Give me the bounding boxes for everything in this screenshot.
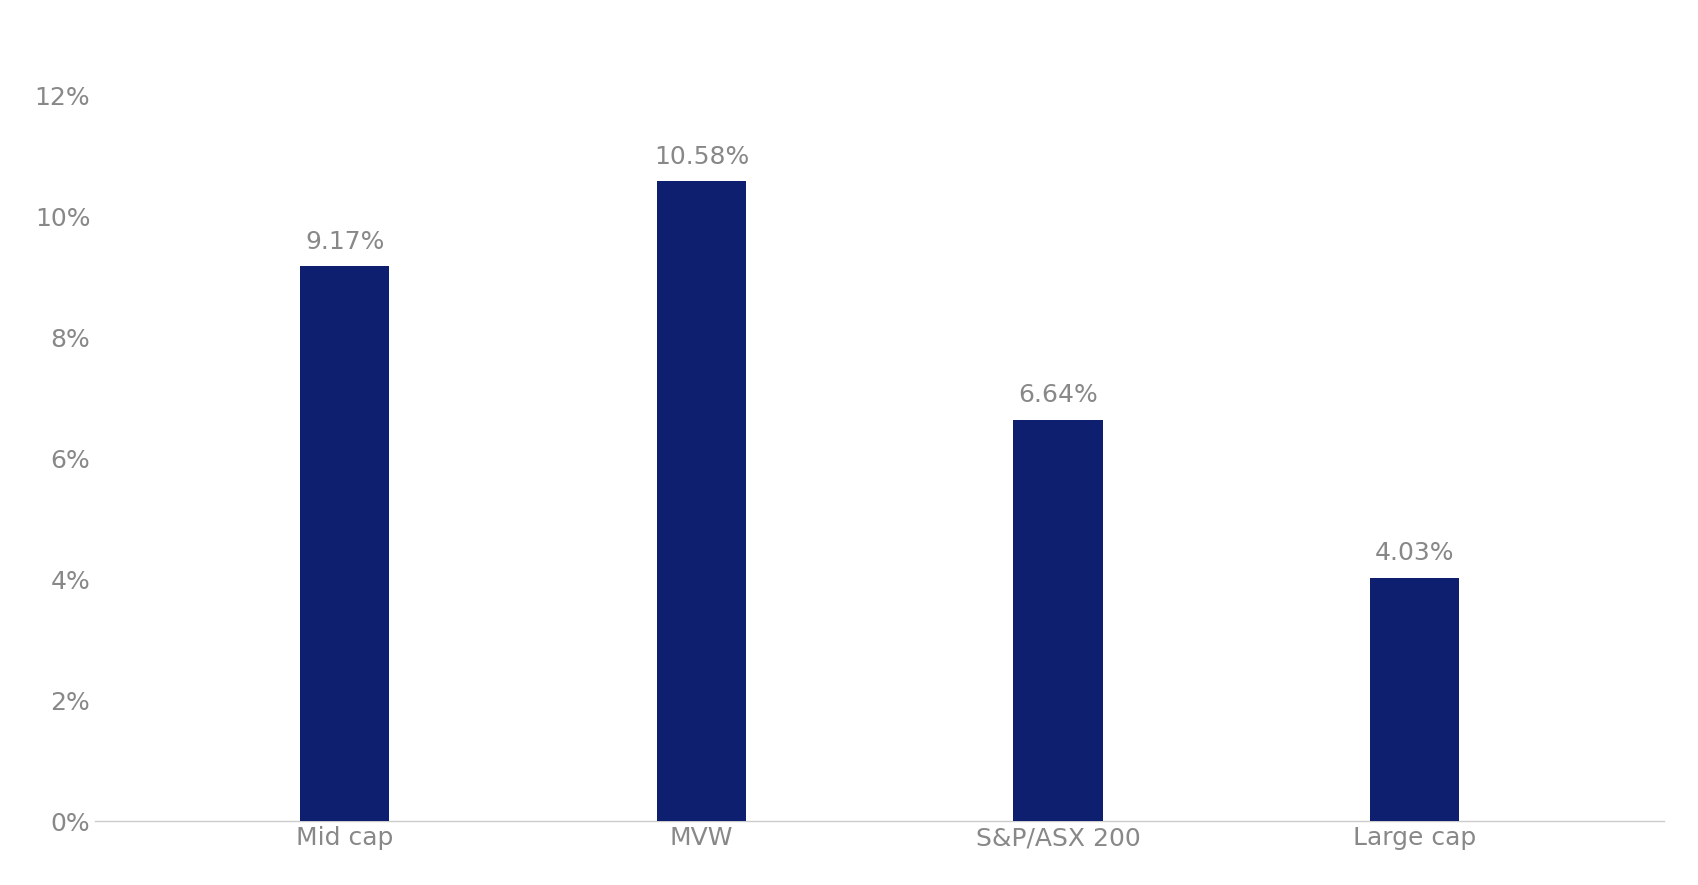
Text: 9.17%: 9.17% — [306, 230, 384, 254]
Text: 4.03%: 4.03% — [1374, 542, 1453, 566]
Bar — [1014, 419, 1102, 821]
Text: 10.58%: 10.58% — [654, 145, 749, 169]
Text: 6.64%: 6.64% — [1017, 383, 1097, 407]
Bar — [1369, 578, 1459, 821]
Bar — [301, 266, 389, 821]
Bar — [657, 181, 745, 821]
